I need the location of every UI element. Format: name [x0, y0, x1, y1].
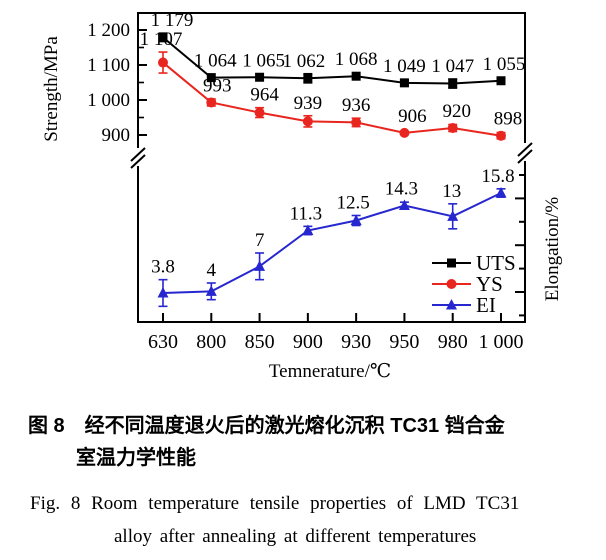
data-label: 13 [442, 181, 461, 202]
caption-zh-line2: 室温力学性能 [76, 447, 196, 469]
data-label: 898 [494, 109, 523, 130]
data-label: 1 047 [431, 56, 474, 77]
triangle-marker-icon [447, 210, 459, 221]
data-label: 993 [203, 75, 232, 96]
caption-english: Fig. 8 Room temperature tensile properti… [30, 487, 586, 553]
legend-label: UTS [476, 251, 516, 275]
circle-marker-icon [447, 123, 458, 133]
triangle-marker-icon [446, 299, 457, 310]
left-axis-tick-label: 1 100 [87, 55, 130, 76]
triangle-marker-icon [350, 214, 362, 225]
data-label: 1 065 [242, 50, 285, 71]
ei-series: 3.8 4 7 11.3 12.5 14.3 13 15.8 [151, 166, 515, 308]
data-label: 939 [294, 93, 323, 114]
legend-item-ys: YS [432, 272, 503, 296]
data-label: 1 062 [282, 51, 325, 72]
ys-line [162, 61, 502, 137]
break-slash [517, 149, 533, 164]
triangle-marker-icon [302, 224, 314, 235]
x-axis-tick-label: 1 000 [479, 331, 524, 353]
bottom-axis: 630 800 850 900 930 950 980 1 000 [148, 313, 524, 353]
caption-en-line1: Fig. 8 Room temperature tensile properti… [30, 493, 520, 514]
square-marker-icon [351, 71, 361, 81]
left-axis-tick-label: 1 000 [87, 90, 130, 111]
circle-marker-icon [254, 107, 265, 118]
left-axis-tick-label: 1 200 [87, 20, 130, 41]
data-label: 906 [398, 106, 427, 127]
data-label: 920 [442, 101, 471, 122]
x-axis-tick-label: 950 [389, 331, 419, 353]
circle-marker-icon [351, 117, 362, 128]
circle-marker-icon [399, 127, 410, 138]
right-axis-title: Elongation/% [542, 196, 563, 302]
data-label: 1 055 [483, 54, 526, 75]
x-axis-tick-label: 800 [196, 331, 226, 353]
square-marker-icon [206, 73, 216, 83]
axis-break-left [130, 147, 146, 169]
plot-frame [137, 12, 526, 323]
circle-marker-icon [446, 279, 457, 289]
legend-label: YS [476, 272, 503, 296]
square-marker-icon [303, 73, 313, 83]
legend-item-uts: UTS [432, 251, 516, 275]
left-axis: 900 1 000 1 100 1 200 [87, 20, 147, 146]
legend-item-ei: EI [432, 293, 496, 317]
data-label: 964 [250, 85, 279, 106]
square-marker-icon [158, 32, 168, 42]
square-marker-icon [399, 78, 409, 88]
x-axis-tick-label: 980 [438, 331, 468, 353]
triangle-marker-icon [495, 187, 507, 198]
data-label: 14.3 [385, 179, 418, 200]
x-axis-tick-label: 930 [341, 331, 371, 353]
square-marker-icon [447, 258, 456, 268]
uts-line [162, 36, 502, 85]
axis-break-right [517, 142, 533, 164]
triangle-marker-icon [157, 287, 169, 298]
break-slash [130, 154, 146, 169]
caption-zh-line1: 图 8 经不同温度退火后的激光熔化沉积 TC31 铛合金 [28, 415, 505, 437]
x-axis-tick-label: 900 [293, 331, 323, 353]
data-label: 7 [255, 230, 265, 251]
data-label: 1 049 [383, 56, 426, 77]
circle-marker-icon [206, 97, 217, 108]
ys-series: 1 107 993 964 939 936 906 920 898 [140, 29, 523, 141]
break-slash [130, 147, 146, 162]
triangle-marker-icon [254, 260, 266, 271]
data-label: 11.3 [290, 203, 323, 224]
data-label: 1 107 [140, 29, 183, 50]
break-slash [517, 142, 533, 157]
circle-marker-icon [158, 57, 168, 68]
right-axis [515, 174, 524, 317]
triangle-marker-icon [205, 285, 217, 296]
legend-label: EI [476, 293, 496, 317]
data-label: 4 [207, 260, 217, 281]
x-axis-tick-label: 850 [245, 331, 275, 353]
left-axis-title: Strength/MPa [41, 36, 62, 142]
left-axis-tick-label: 900 [102, 125, 131, 146]
circle-marker-icon [496, 130, 506, 141]
caption-chinese: 图 8 经不同温度退火后的激光熔化沉积 TC31 铛合金 室温力学性能 [28, 410, 588, 474]
square-marker-icon [255, 72, 265, 82]
caption-en-line2: alloy after annealing at different tempe… [114, 526, 477, 547]
x-axis-tick-label: 630 [148, 331, 178, 353]
square-marker-icon [448, 79, 458, 89]
x-axis-title: Temnerature/℃ [268, 361, 392, 382]
data-label: 1 064 [194, 51, 237, 72]
data-label: 936 [342, 95, 371, 116]
data-label: 1 068 [335, 49, 378, 70]
data-label: 15.8 [481, 166, 514, 187]
triangle-marker-icon [398, 199, 410, 210]
square-marker-icon [496, 76, 506, 86]
data-label: 12.5 [337, 193, 370, 214]
circle-marker-icon [302, 116, 313, 127]
data-label: 3.8 [151, 257, 175, 278]
data-label: 1 179 [151, 10, 194, 31]
ei-line [162, 192, 502, 294]
tensile-properties-chart: 900 1 000 1 100 1 200 630 800 850 900 930 950 980 1… [87, 10, 533, 353]
